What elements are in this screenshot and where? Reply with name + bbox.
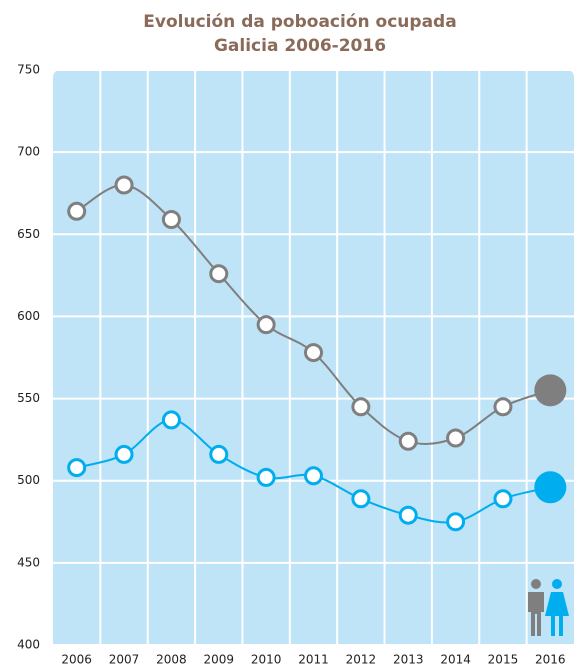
data-point (114, 444, 134, 464)
data-point (256, 467, 276, 487)
x-tick-label: 2016 (535, 653, 566, 667)
data-point (398, 505, 418, 525)
data-point (493, 489, 513, 509)
x-tick-label: 2012 (346, 653, 377, 667)
data-point (256, 315, 276, 335)
data-point (67, 458, 87, 478)
data-point (67, 201, 87, 221)
people-icon (528, 579, 569, 636)
data-point (304, 466, 323, 486)
y-tick-label: 400 (17, 638, 40, 652)
x-tick-label: 2010 (251, 653, 282, 667)
x-tick-label: 2007 (109, 653, 140, 667)
data-point (351, 489, 371, 509)
chart-title: Evolución da poboación ocupada (143, 12, 456, 32)
x-tick-label: 2006 (61, 653, 92, 667)
x-tick-label: 2011 (298, 653, 329, 667)
y-tick-label: 550 (17, 391, 40, 405)
data-point (351, 397, 371, 417)
data-point (446, 512, 466, 532)
chart-subtitle: Galicia 2006-2016 (214, 36, 386, 56)
data-point (493, 397, 513, 417)
data-point (304, 343, 323, 363)
x-tick-label: 2009 (203, 653, 234, 667)
x-tick-label: 2015 (488, 653, 519, 667)
data-point (534, 374, 567, 407)
data-point (161, 410, 181, 430)
data-point (209, 264, 229, 284)
y-tick-label: 650 (17, 227, 40, 241)
data-point (446, 428, 466, 448)
y-tick-label: 750 (17, 63, 40, 77)
data-point (114, 175, 134, 195)
data-point (534, 471, 567, 504)
data-point (398, 431, 418, 451)
y-tick-label: 500 (17, 473, 40, 487)
y-tick-label: 700 (17, 145, 40, 159)
x-tick-label: 2014 (440, 653, 471, 667)
data-point (161, 210, 181, 229)
y-tick-label: 450 (17, 555, 40, 569)
data-point (209, 444, 229, 464)
grid (53, 69, 574, 646)
x-tick-label: 2008 (156, 653, 187, 667)
x-tick-label: 2013 (393, 653, 424, 667)
y-tick-label: 600 (17, 309, 40, 323)
marks (67, 175, 567, 532)
